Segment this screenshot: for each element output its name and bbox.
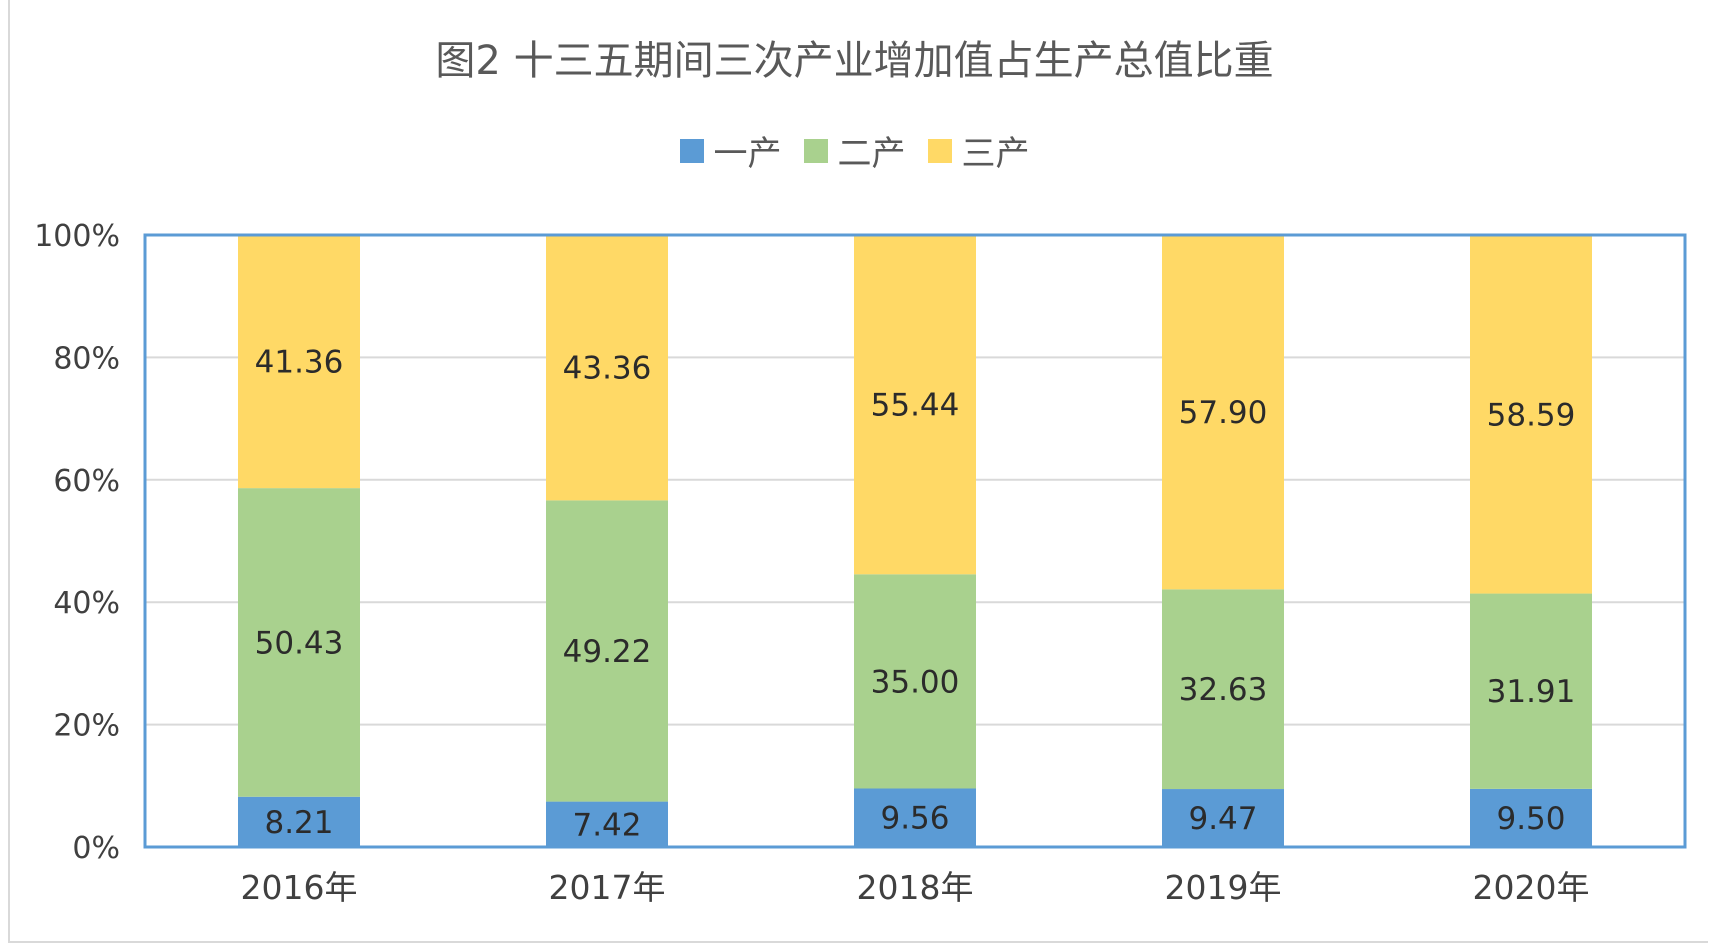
bar-segment-tertiary [1162, 235, 1284, 590]
x-tick-label: 2017年 [549, 868, 666, 907]
data-label: 55.44 [871, 388, 960, 424]
data-label: 7.42 [572, 807, 641, 843]
legend-item-tertiary: 三产 [927, 126, 1030, 175]
bar-segment-secondary [238, 488, 360, 797]
bar-segment-tertiary [1470, 235, 1592, 594]
chart-title: 图2 十三五期间三次产业增加值占生产总值比重 [435, 38, 1274, 84]
data-label: 31.91 [1487, 674, 1576, 710]
data-label: 50.43 [255, 625, 344, 661]
legend-item-primary: 一产 [679, 126, 782, 175]
data-label: 41.36 [255, 345, 344, 381]
bar-segment-secondary [546, 500, 668, 802]
x-tick-label: 2018年 [857, 868, 974, 907]
data-label: 49.22 [563, 634, 652, 670]
data-label: 9.47 [1188, 801, 1257, 837]
y-tick-label: 80% [53, 341, 120, 376]
data-label: 58.59 [1487, 397, 1576, 433]
bar-segment-primary [1470, 788, 1592, 847]
x-tick-label: 2016年 [241, 868, 358, 907]
legend-label-tertiary: 三产 [961, 134, 1030, 174]
plot-area-border [143, 233, 1687, 849]
bar-segment-secondary [854, 574, 976, 789]
bar-segment-tertiary [546, 235, 668, 501]
legend-swatch-primary [679, 138, 704, 163]
bar-segment-tertiary [854, 235, 976, 575]
data-label: 35.00 [871, 664, 960, 700]
bar-segment-primary [238, 796, 360, 847]
legend: 一产 二产 三产 [0, 126, 1709, 175]
bar-segment-secondary [1162, 589, 1284, 790]
data-label: 9.56 [880, 801, 949, 837]
bar-segment-primary [1162, 789, 1284, 847]
y-tick-label: 100% [34, 219, 120, 254]
data-label: 32.63 [1179, 672, 1268, 708]
data-label: 43.36 [563, 351, 652, 387]
data-label: 8.21 [264, 805, 333, 841]
bar-segment-secondary [1470, 593, 1592, 789]
y-tick-label: 60% [53, 464, 120, 499]
y-tick-label: 0% [72, 831, 120, 866]
bar-segment-tertiary [238, 235, 360, 489]
x-tick-label: 2019年 [1165, 868, 1282, 907]
legend-label-primary: 一产 [713, 134, 782, 174]
legend-item-secondary: 二产 [803, 126, 906, 175]
legend-swatch-secondary [803, 138, 828, 163]
y-tick-label: 40% [53, 586, 120, 621]
x-tick-label: 2020年 [1473, 868, 1590, 907]
y-tick-label: 20% [53, 709, 120, 744]
chart-frame [8, 0, 1708, 943]
legend-label-secondary: 二产 [837, 134, 906, 174]
legend-swatch-tertiary [927, 138, 952, 163]
data-label: 57.90 [1179, 395, 1268, 431]
bar-segment-primary [546, 801, 668, 847]
data-label: 9.50 [1496, 801, 1565, 837]
bar-segment-primary [854, 788, 976, 847]
